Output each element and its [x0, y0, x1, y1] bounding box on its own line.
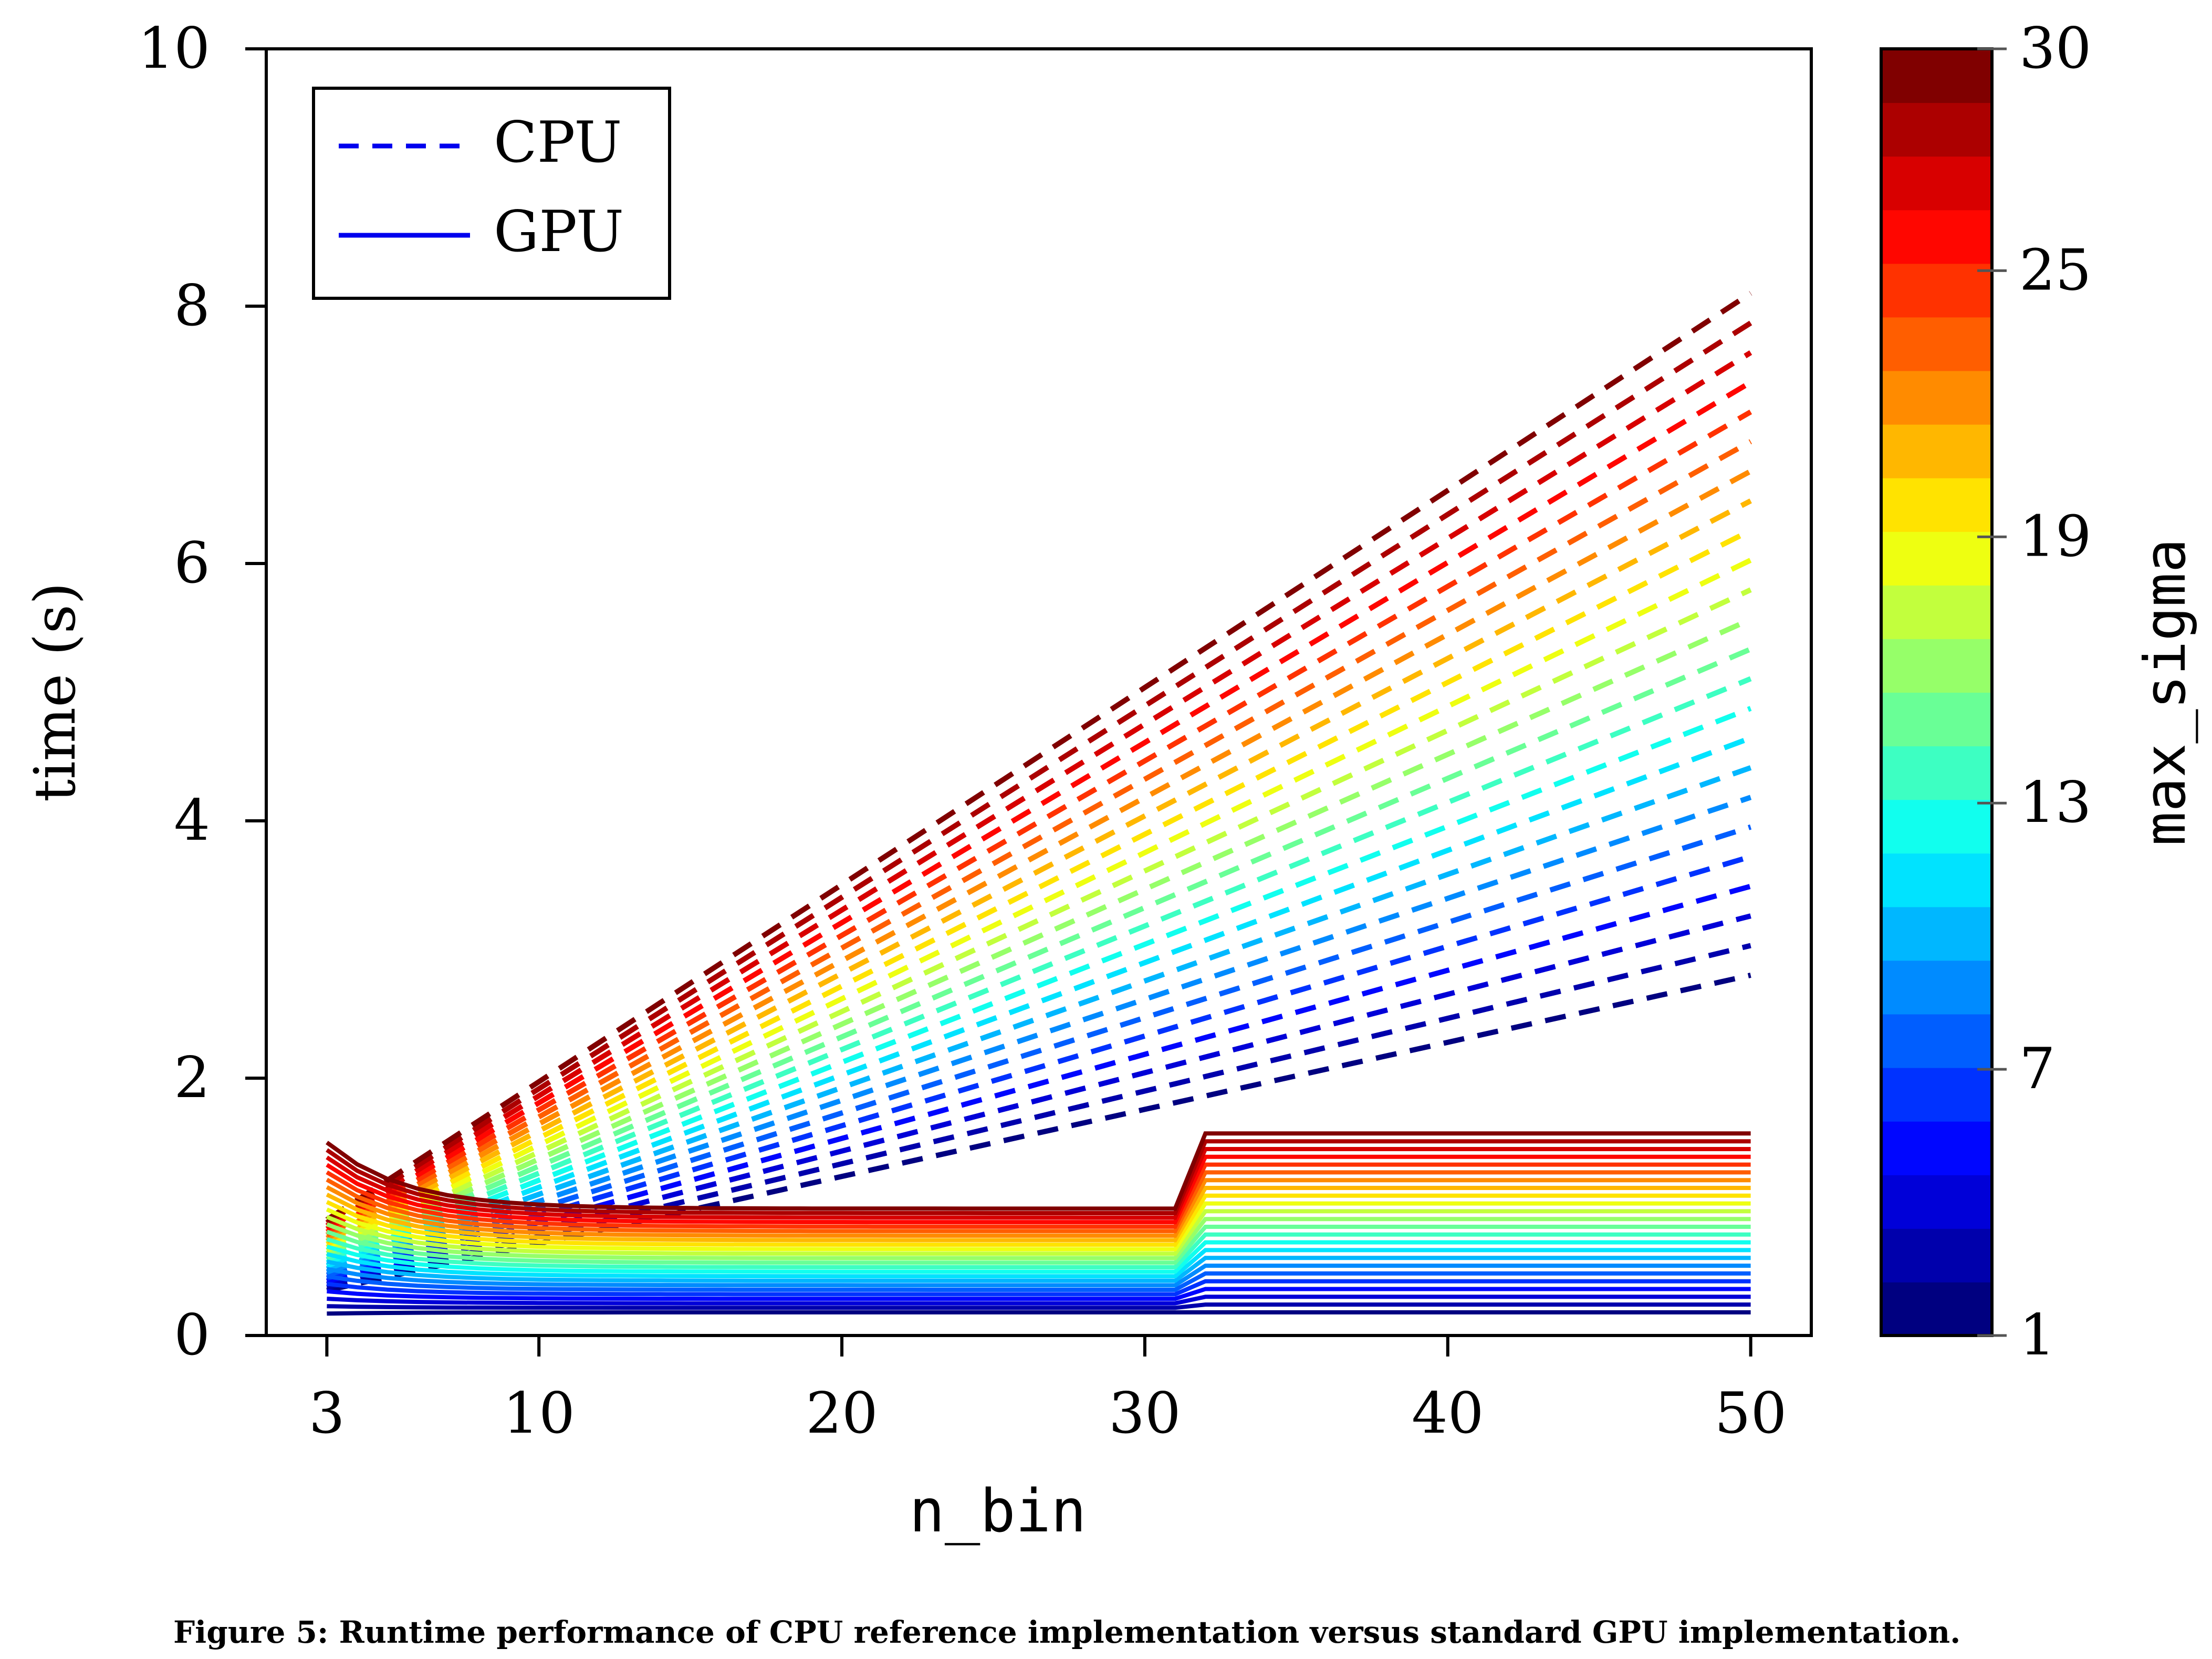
colorbar-band — [1881, 585, 1992, 639]
gpu-series-line — [327, 1302, 1751, 1310]
colorbar-band — [1881, 263, 1992, 318]
y-tick-label: 6 — [174, 530, 210, 596]
colorbar-band — [1881, 49, 1992, 103]
colorbar-band — [1881, 210, 1992, 264]
gpu-series-line — [326, 1178, 1751, 1238]
colorbar-band — [1881, 638, 1992, 693]
colorbar-tick-label: 13 — [2019, 770, 2091, 836]
legend-cpu-label: CPU — [494, 110, 622, 175]
cpu-series-line — [325, 409, 1752, 1235]
gpu-series-line — [326, 1131, 1751, 1211]
x-tick-label: 20 — [806, 1381, 878, 1446]
cpu-series-line — [326, 735, 1752, 1269]
y-tick-label: 8 — [174, 273, 210, 339]
colorbar-tick-label: 30 — [2019, 16, 2091, 81]
cpu-series-line — [325, 320, 1752, 1225]
gpu-series-line — [327, 1287, 1751, 1301]
y-axis-title: time (s) — [23, 582, 88, 802]
colorbar-band — [1881, 799, 1992, 854]
cpu-series-line — [326, 854, 1752, 1281]
gpu-series-line — [326, 1154, 1751, 1225]
y-tick-label: 0 — [174, 1302, 210, 1368]
cpu-series-line — [325, 291, 1752, 1222]
figure-caption: Figure 5: Runtime performance of CPU ref… — [173, 1614, 1960, 1650]
gpu-series-line — [326, 1271, 1751, 1292]
colorbar-band — [1881, 424, 1992, 478]
cpu-series-line — [326, 795, 1752, 1275]
cpu-series-line — [326, 765, 1752, 1271]
gpu-series-line — [326, 1240, 1751, 1274]
colorbar-tick-label: 1 — [2019, 1302, 2056, 1368]
gpu-series-line — [326, 1225, 1751, 1265]
colorbar-band — [1881, 477, 1992, 532]
cpu-series-line — [326, 498, 1752, 1244]
gpu-series-line — [327, 1310, 1751, 1316]
gpu-series-line — [326, 1162, 1751, 1229]
cpu-series-line — [326, 646, 1752, 1259]
colorbar-band — [1881, 370, 1992, 425]
plot-frame — [265, 47, 1813, 1337]
legend-box — [312, 87, 671, 300]
colorbar-title: max_sigma — [2133, 538, 2198, 846]
colorbar-band — [1881, 692, 1992, 747]
cpu-series-line — [325, 350, 1752, 1228]
colorbar-band — [1881, 317, 1992, 371]
colorbar-tick-label: 19 — [2019, 504, 2091, 569]
gpu-series-line — [326, 1217, 1751, 1260]
cpu-series-line — [326, 558, 1752, 1250]
colorbar-band — [1881, 960, 1992, 1015]
gpu-series-line — [326, 1248, 1751, 1279]
colorbar-band — [1881, 746, 1992, 800]
cpu-series-line — [326, 706, 1752, 1266]
legend-gpu-label: GPU — [494, 199, 624, 265]
colorbar: 1 7 13 19 25 30 — [1880, 16, 2091, 1368]
colorbar-band — [1881, 853, 1992, 907]
y-tick-label: 10 — [138, 16, 210, 81]
gpu-series-line — [326, 1209, 1751, 1256]
cpu-series-line — [326, 676, 1752, 1262]
gpu-series-line — [326, 1232, 1751, 1269]
colorbar-band — [1881, 906, 1992, 961]
colorbar-band — [1881, 1014, 1992, 1068]
y-tick-label: 2 — [174, 1045, 210, 1111]
colorbar-band — [1881, 1228, 1992, 1282]
colorbar-band — [1881, 102, 1992, 157]
gpu-series-line — [326, 1139, 1751, 1215]
gpu-series-line — [326, 1193, 1751, 1247]
gpu-series-line — [326, 1170, 1751, 1234]
cpu-series-line — [325, 439, 1752, 1238]
axes-layer: 3 10 20 30 40 50 0 2 4 6 8 10 — [138, 16, 1787, 1446]
colorbar-band — [1881, 1067, 1992, 1122]
gpu-series-line — [326, 1279, 1751, 1297]
cpu-series-line — [326, 824, 1752, 1278]
y-tick-label: 4 — [174, 788, 210, 853]
gpu-series-line — [326, 1201, 1751, 1251]
series-layer — [325, 291, 1752, 1316]
x-tick-label: 30 — [1109, 1381, 1181, 1446]
cpu-series-line — [326, 587, 1752, 1253]
colorbar-band — [1881, 1121, 1992, 1175]
colorbar-band — [1881, 1281, 1992, 1336]
legend: CPU GPU — [312, 87, 671, 300]
colorbar-band — [1881, 1174, 1992, 1229]
gpu-series-line — [326, 1186, 1751, 1243]
colorbar-tick-label: 7 — [2019, 1036, 2056, 1102]
colorbar-band — [1881, 156, 1992, 211]
x-tick-label: 3 — [309, 1381, 345, 1446]
gpu-series-line — [326, 1147, 1751, 1220]
gpu-series-line — [326, 1264, 1751, 1288]
colorbar-band — [1881, 531, 1992, 586]
cpu-series-line — [326, 617, 1752, 1256]
gpu-series-line — [327, 1295, 1751, 1306]
x-tick-label: 10 — [503, 1381, 575, 1446]
cpu-series-line — [326, 528, 1752, 1247]
x-tick-label: 40 — [1412, 1381, 1484, 1446]
colorbar-frame — [1880, 47, 1994, 1337]
x-tick-label: 50 — [1715, 1381, 1787, 1446]
x-axis-title: n_bin — [909, 1477, 1086, 1546]
gpu-series-line — [326, 1256, 1751, 1283]
cpu-series-line — [326, 468, 1752, 1241]
colorbar-tick-label: 25 — [2019, 237, 2091, 303]
